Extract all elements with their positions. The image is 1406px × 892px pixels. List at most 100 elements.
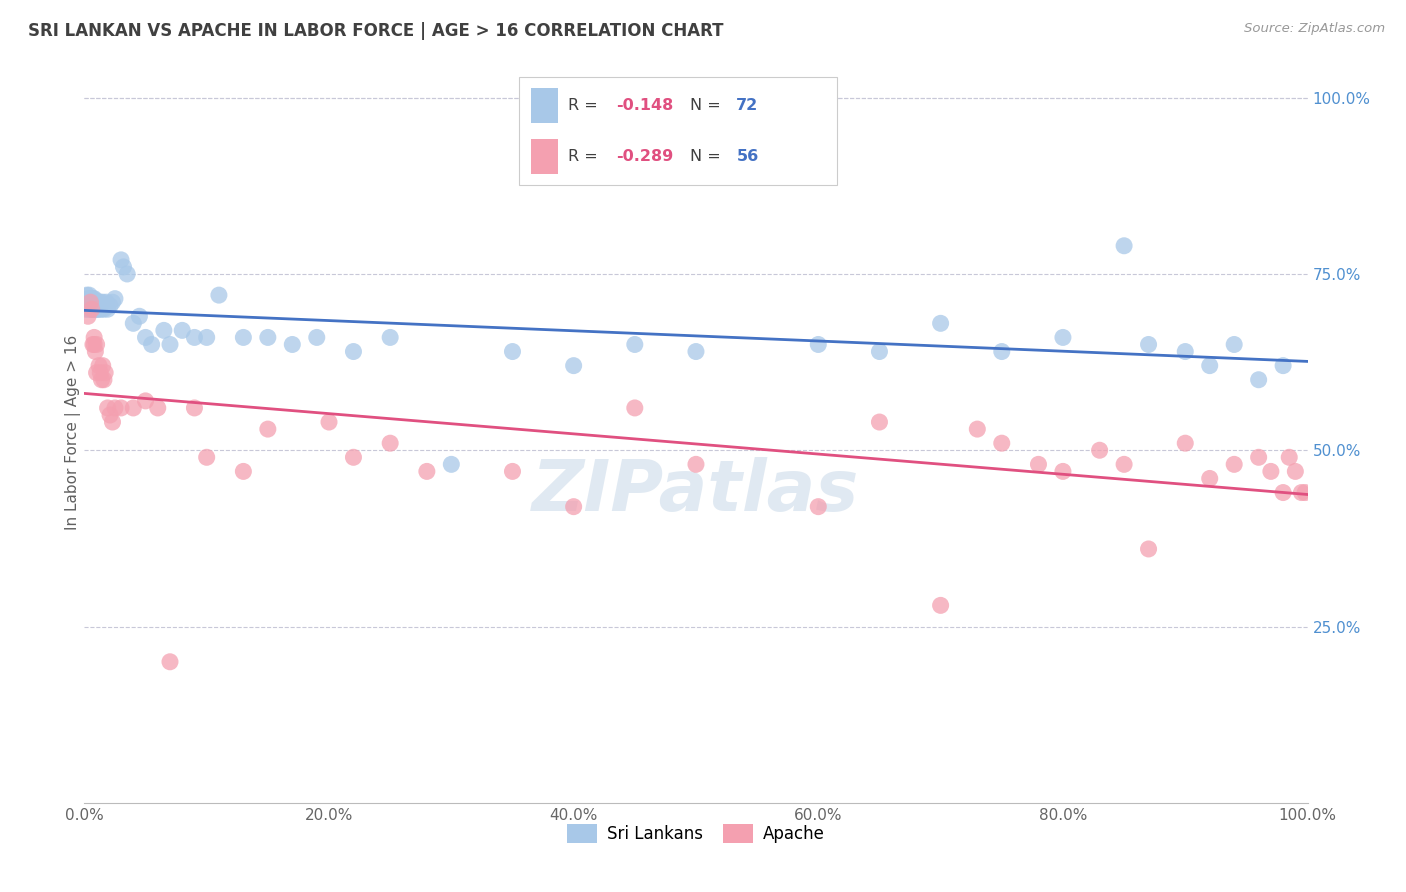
Point [1247,450,1270,465]
Point [380,330,402,344]
Point [232,464,254,478]
Point [93,302,115,317]
Point [318,415,340,429]
Point [257,422,280,436]
Point [1028,458,1050,472]
Point [115,267,138,281]
Point [172,323,194,337]
Point [128,310,150,324]
Point [1114,458,1136,472]
Point [195,330,218,344]
Point [82,302,104,317]
Point [77,292,100,306]
Text: N =: N = [690,98,725,113]
Point [1052,464,1074,478]
Point [77,310,100,324]
Point [1223,458,1246,472]
Point [281,337,304,351]
Point [991,436,1014,450]
Point [87,302,110,317]
Point [84,302,107,317]
Point [93,373,115,387]
Point [183,401,205,415]
Point [82,292,104,306]
Point [83,337,105,351]
Point [83,302,105,317]
Point [91,295,114,310]
Point [159,655,181,669]
Point [80,302,103,317]
Point [87,359,110,373]
Point [1114,239,1136,253]
Text: R =: R = [568,149,602,164]
Point [208,288,231,302]
Point [869,344,891,359]
Point [86,295,108,310]
Point [97,401,120,415]
Point [110,252,132,267]
Point [87,302,110,317]
Point [1284,464,1306,478]
Point [1272,485,1295,500]
Point [75,302,97,317]
Point [159,337,181,351]
Point [1137,337,1160,351]
Point [98,408,121,422]
Point [624,401,647,415]
Point [141,337,163,351]
Point [991,344,1014,359]
Text: -0.148: -0.148 [616,98,673,113]
Point [305,330,328,344]
Text: SRI LANKAN VS APACHE IN LABOR FORCE | AGE > 16 CORRELATION CHART: SRI LANKAN VS APACHE IN LABOR FORCE | AG… [28,22,724,40]
Point [122,401,145,415]
Point [685,458,707,472]
Point [83,330,105,344]
FancyBboxPatch shape [519,78,837,185]
Y-axis label: In Labor Force | Age > 16: In Labor Force | Age > 16 [65,335,82,530]
Point [82,299,104,313]
Point [440,458,463,472]
Point [82,337,104,351]
Point [342,344,364,359]
Point [807,500,830,514]
Point [79,295,101,310]
Point [966,422,988,436]
Point [84,344,107,359]
Point [89,295,111,310]
Point [79,292,101,306]
Point [97,302,120,317]
Text: -0.289: -0.289 [616,149,673,164]
Point [90,373,112,387]
Point [90,302,112,317]
Point [562,359,585,373]
Point [79,302,101,317]
Point [87,295,110,310]
Text: 56: 56 [737,149,759,164]
Point [80,302,103,317]
Point [79,295,101,310]
Point [112,260,135,274]
Point [869,415,891,429]
Point [1174,436,1197,450]
Point [89,366,111,380]
Point [929,599,952,613]
Point [1088,443,1111,458]
Point [232,330,254,344]
Point [80,296,103,310]
Point [135,330,157,344]
Point [83,292,105,306]
Point [416,464,439,478]
Text: ZIPatlas: ZIPatlas [533,458,859,526]
Point [77,302,100,317]
Point [86,302,108,317]
Point [80,292,103,306]
Point [122,316,145,330]
Point [342,450,364,465]
Point [91,359,114,373]
Point [1223,337,1246,351]
Point [86,366,108,380]
Point [86,337,108,351]
Point [562,500,585,514]
Point [1272,359,1295,373]
Point [1294,485,1316,500]
